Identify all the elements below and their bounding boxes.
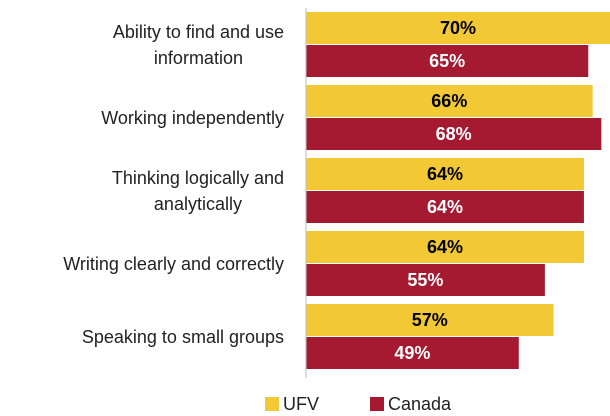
- legend-swatch: [370, 397, 384, 411]
- value-label: 57%: [412, 310, 448, 330]
- bar: [306, 45, 589, 77]
- bar: [306, 12, 610, 44]
- legend-swatch: [265, 397, 279, 411]
- bar: [306, 304, 554, 336]
- category-label: Writing clearly and correctly: [63, 254, 284, 274]
- category-label: Speaking to small groups: [81, 327, 284, 347]
- bar: [306, 231, 584, 263]
- category-label: Thinking logically and analytically: [111, 168, 284, 214]
- bar: [306, 191, 584, 223]
- legend-label: Canada: [388, 394, 452, 414]
- category-label: Working independently: [101, 108, 284, 128]
- value-label: 65%: [429, 51, 465, 71]
- value-label: 64%: [427, 164, 463, 184]
- bar: [306, 337, 519, 369]
- bar: [306, 118, 602, 150]
- bar: [306, 85, 593, 117]
- bar: [306, 158, 584, 190]
- category-label: Ability to find and use information: [112, 22, 284, 68]
- bar: [306, 264, 545, 296]
- value-label: 49%: [394, 343, 430, 363]
- value-label: 68%: [436, 124, 472, 144]
- value-label: 70%: [440, 18, 476, 38]
- legend-label: UFV: [283, 394, 319, 414]
- value-label: 64%: [427, 237, 463, 257]
- value-label: 66%: [431, 91, 467, 111]
- value-label: 55%: [407, 270, 443, 290]
- value-label: 64%: [427, 197, 463, 217]
